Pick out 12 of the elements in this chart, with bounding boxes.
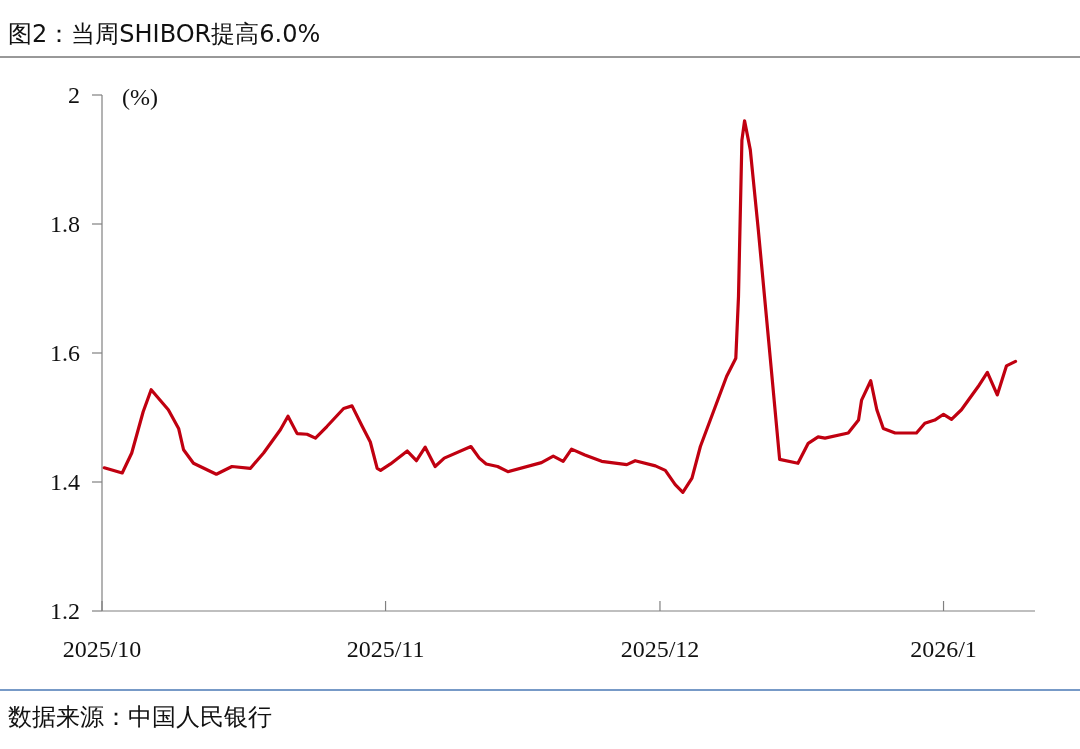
chart-title: 图2：当周SHIBOR提高6.0% <box>8 20 321 48</box>
x-tick-label: 2025/10 <box>62 636 142 662</box>
y-tick-label: 1.4 <box>50 469 80 495</box>
x-tick-label: 2025/12 <box>620 636 700 662</box>
y-tick-label: 1.2 <box>50 598 80 624</box>
y-tick-label: 1.8 <box>50 211 80 237</box>
y-axis-title: (%) <box>122 84 158 110</box>
source-note: 数据来源：中国人民银行 <box>8 703 272 731</box>
x-tick-label: 2025/11 <box>346 636 425 662</box>
y-tick-label: 1.6 <box>50 340 80 366</box>
y-tick-label: 2 <box>68 82 80 108</box>
x-tick-label: 2026/1 <box>910 636 977 662</box>
